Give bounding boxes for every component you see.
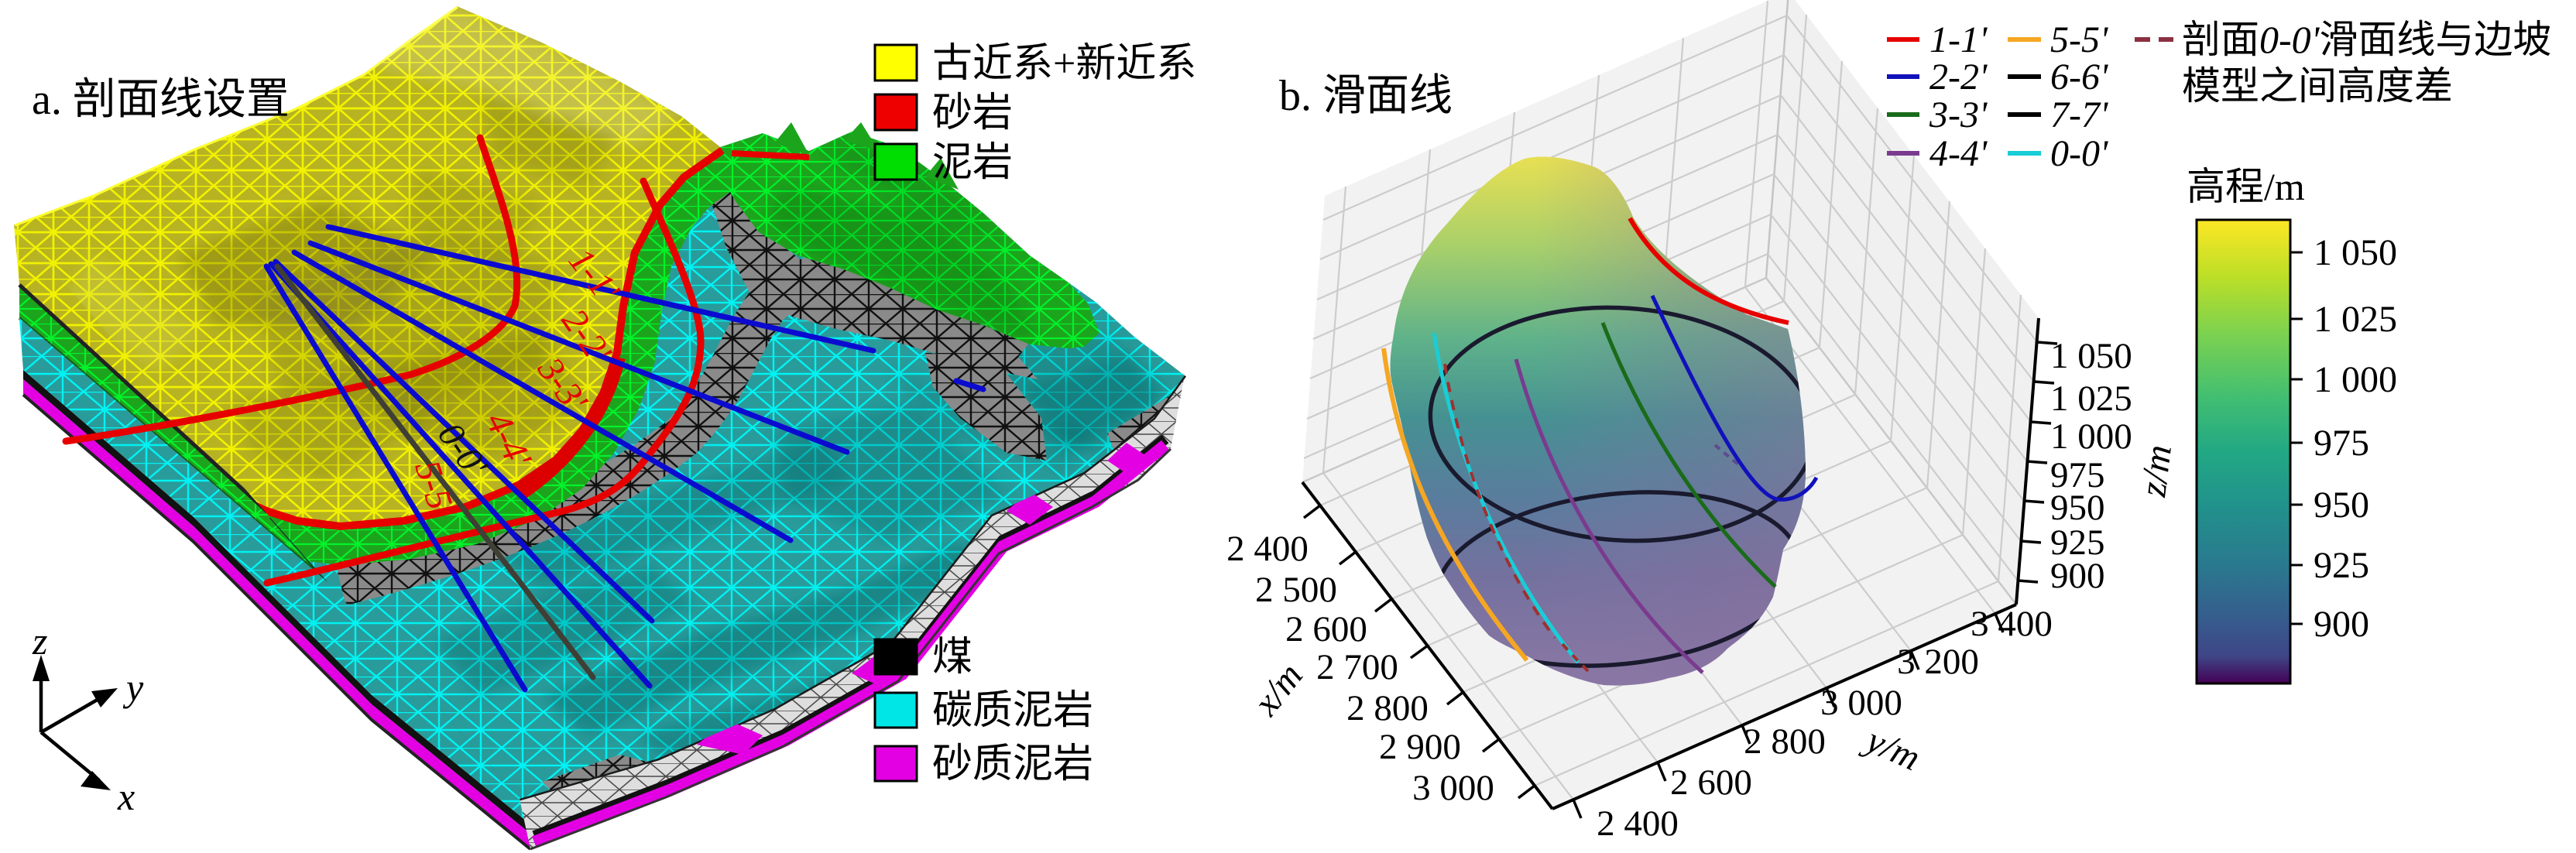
- svg-text:1 000: 1 000: [2050, 416, 2132, 457]
- svg-text:古近系+新近系: 古近系+新近系: [932, 42, 1196, 86]
- svg-text:2 500: 2 500: [1255, 570, 1337, 610]
- svg-text:1 025: 1 025: [2314, 299, 2397, 340]
- svg-text:925: 925: [2050, 522, 2105, 563]
- svg-text:4-4': 4-4': [1929, 133, 1988, 174]
- svg-text:2-2': 2-2': [1929, 57, 1988, 98]
- svg-text:2 800: 2 800: [1346, 688, 1429, 728]
- svg-text:950: 950: [2050, 488, 2105, 528]
- svg-text:2 700: 2 700: [1316, 647, 1398, 687]
- svg-text:模型之间高度差: 模型之间高度差: [2182, 64, 2453, 108]
- svg-text:0-0': 0-0': [2050, 133, 2108, 174]
- svg-text:950: 950: [2314, 485, 2369, 526]
- svg-text:2 900: 2 900: [1379, 727, 1461, 767]
- svg-text:高程/m: 高程/m: [2187, 165, 2305, 208]
- svg-text:925: 925: [2314, 545, 2369, 586]
- svg-text:煤: 煤: [932, 635, 972, 680]
- svg-text:2 600: 2 600: [1285, 609, 1367, 649]
- svg-text:3 200: 3 200: [1897, 642, 1979, 682]
- svg-text:900: 900: [2314, 604, 2369, 645]
- svg-text:2 400: 2 400: [1597, 803, 1679, 844]
- svg-text:7-7': 7-7': [2050, 94, 2108, 135]
- svg-text:z: z: [32, 619, 47, 663]
- svg-text:1-1': 1-1': [1929, 19, 1988, 60]
- svg-text:a. 剖面线设置: a. 剖面线设置: [32, 76, 290, 124]
- svg-text:3 000: 3 000: [1820, 683, 1902, 723]
- svg-text:2 400: 2 400: [1226, 529, 1309, 569]
- svg-text:1 050: 1 050: [2050, 336, 2132, 376]
- svg-text:5-5': 5-5': [2050, 19, 2108, 60]
- svg-text:1 050: 1 050: [2314, 232, 2397, 273]
- svg-text:b. 滑面线: b. 滑面线: [1279, 72, 1453, 120]
- svg-text:3-3': 3-3': [1929, 94, 1988, 135]
- svg-text:3 400: 3 400: [1971, 604, 2053, 644]
- svg-text:975: 975: [2314, 423, 2369, 464]
- svg-text:2 600: 2 600: [1670, 762, 1752, 803]
- svg-text:975: 975: [2050, 455, 2105, 495]
- svg-text:碳质泥岩: 碳质泥岩: [932, 689, 1093, 733]
- svg-text:y: y: [122, 666, 144, 709]
- svg-text:6-6': 6-6': [2050, 57, 2108, 98]
- svg-text:2 800: 2 800: [1744, 721, 1826, 762]
- svg-text:1 000: 1 000: [2314, 359, 2397, 400]
- svg-text:z/m: z/m: [2132, 443, 2180, 500]
- svg-text:900: 900: [2050, 556, 2105, 596]
- svg-text:砂岩: 砂岩: [932, 91, 1013, 135]
- svg-text:剖面0-0'滑面线与边坡: 剖面0-0'滑面线与边坡: [2182, 18, 2551, 61]
- svg-text:3 000: 3 000: [1412, 768, 1494, 808]
- svg-text:砂质泥岩: 砂质泥岩: [932, 742, 1093, 786]
- svg-text:1 025: 1 025: [2050, 379, 2132, 419]
- svg-text:x: x: [117, 775, 135, 818]
- svg-text:泥岩: 泥岩: [932, 141, 1013, 185]
